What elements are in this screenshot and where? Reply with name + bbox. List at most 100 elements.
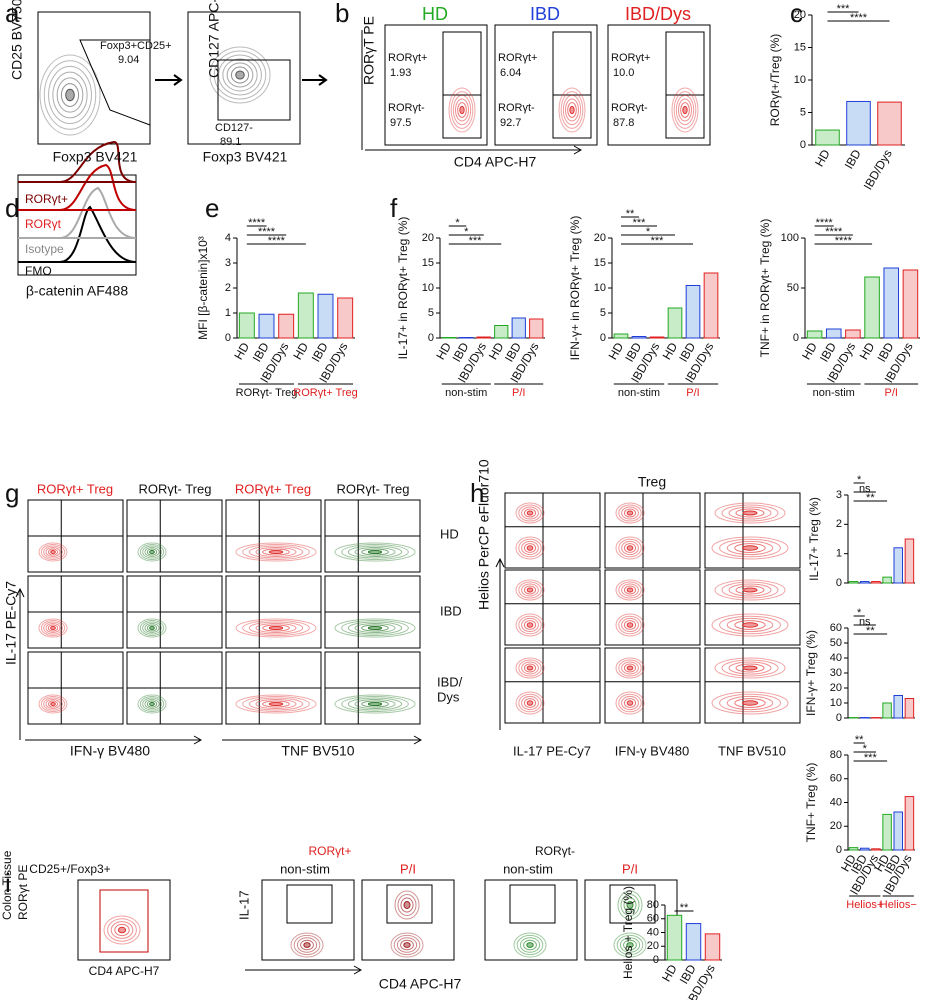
arrow	[245, 965, 363, 975]
significance-label: **	[626, 208, 635, 220]
contour	[671, 87, 699, 133]
contour	[48, 65, 92, 125]
contour	[567, 102, 577, 118]
contour	[521, 583, 539, 597]
contour	[526, 622, 534, 628]
contour	[714, 657, 786, 679]
contour	[137, 618, 167, 638]
contour	[616, 934, 644, 956]
contour	[45, 623, 61, 633]
bar	[649, 336, 665, 339]
label: RORγt+	[308, 844, 351, 858]
label: RORγt+ Treg	[235, 481, 311, 496]
panel-letter: d	[5, 193, 19, 223]
arrow	[15, 587, 423, 745]
gate	[552, 31, 592, 139]
contour	[615, 536, 645, 560]
contour	[262, 624, 290, 632]
group-label: Helios−	[880, 899, 917, 911]
contour	[626, 510, 634, 516]
group-label: non-stim	[813, 387, 855, 399]
bar	[860, 581, 870, 584]
contour	[621, 540, 639, 556]
contour	[526, 942, 534, 948]
label: 9.04	[118, 54, 139, 66]
label: RORγt- Treg	[337, 481, 410, 496]
bar	[666, 914, 683, 961]
contour	[235, 542, 317, 562]
plot-frame	[187, 11, 301, 145]
contour	[144, 623, 160, 633]
contour	[38, 694, 68, 714]
contour	[367, 550, 383, 554]
contour	[142, 697, 162, 711]
contour	[515, 502, 545, 524]
contour	[45, 547, 61, 557]
contour	[719, 615, 781, 635]
contour	[56, 77, 84, 113]
contour	[455, 98, 469, 122]
contour	[613, 932, 647, 958]
label: Foxp3 BV421	[53, 149, 138, 165]
contour	[526, 510, 534, 516]
contour	[38, 618, 68, 638]
label: RORγt+	[388, 52, 427, 64]
contour	[735, 585, 765, 595]
contour	[450, 91, 474, 129]
bar	[882, 702, 892, 719]
significance-label: **	[866, 625, 875, 637]
contour	[146, 548, 158, 556]
label: P/I	[400, 861, 416, 876]
contour	[209, 46, 271, 104]
contour	[52, 71, 88, 119]
contour	[50, 626, 56, 630]
contour	[50, 550, 56, 554]
label: HD	[440, 526, 459, 541]
bar	[848, 581, 859, 584]
y-tick-label: 80	[647, 899, 659, 911]
significance-label: *	[646, 226, 651, 238]
contour	[235, 694, 317, 714]
label: Helios PerCP eFluor710	[476, 459, 492, 610]
contour	[268, 626, 284, 630]
contour	[521, 617, 539, 633]
bar	[882, 813, 892, 851]
contour	[518, 659, 542, 677]
histogram	[18, 205, 137, 263]
bar	[278, 313, 295, 339]
panel-letter: e	[205, 193, 219, 223]
group-label: RORγt- Treg	[236, 387, 298, 399]
label: CD25+/Foxp3+	[29, 862, 110, 876]
bar	[904, 698, 915, 719]
significance-label: *	[857, 474, 862, 486]
label: RORγt-	[388, 102, 425, 114]
contour	[518, 615, 542, 635]
contour	[255, 623, 297, 633]
label: IL-17	[236, 890, 251, 920]
contour	[721, 581, 779, 599]
y-tick-label: 1	[836, 548, 842, 560]
contour	[403, 901, 411, 909]
contour	[397, 894, 417, 916]
contour	[523, 698, 537, 708]
contour	[300, 939, 314, 951]
significance-label: *	[455, 217, 460, 229]
bar	[337, 297, 354, 339]
label: IBD	[530, 4, 560, 24]
contour	[218, 54, 262, 96]
contour	[65, 88, 75, 102]
contour	[226, 62, 254, 88]
contour	[565, 98, 579, 122]
y-tick-label: 2	[836, 518, 842, 530]
contour	[149, 702, 155, 706]
contour	[334, 542, 416, 562]
contour	[735, 508, 765, 518]
contour	[43, 621, 63, 635]
contour	[361, 700, 389, 708]
contour	[146, 624, 158, 632]
y-axis-label: TNF+ in RORγt+ Treg (%)	[758, 219, 772, 358]
contour	[60, 83, 80, 107]
contour	[714, 579, 786, 601]
contour	[268, 550, 284, 554]
contour	[361, 548, 389, 556]
